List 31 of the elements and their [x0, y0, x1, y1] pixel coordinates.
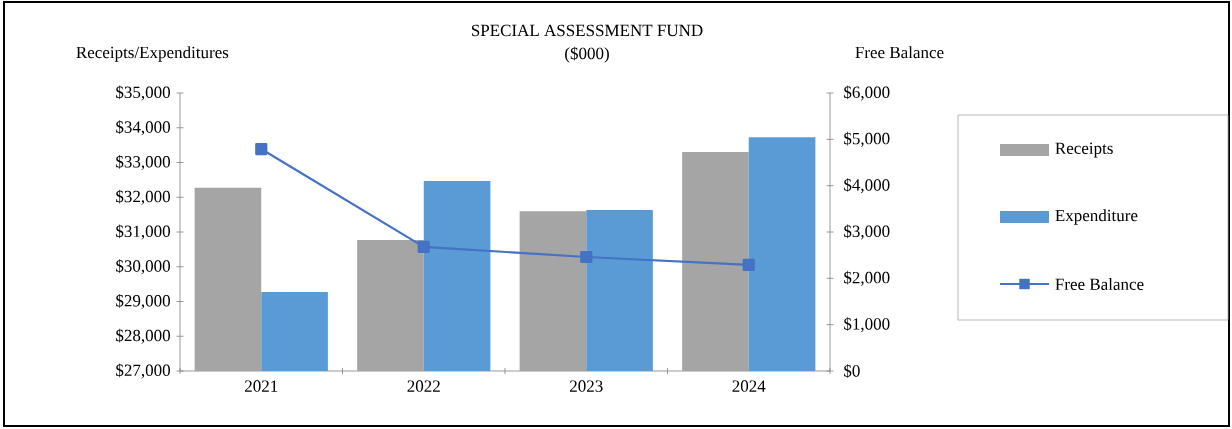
point	[417, 240, 430, 253]
y-tick-label: $33,000	[116, 155, 170, 170]
point	[580, 250, 593, 264]
legend-label: Receipts	[1055, 142, 1113, 158]
y-tick-label: $27,000	[116, 363, 170, 379]
point	[742, 258, 755, 271]
legend-label: Free Balance	[1055, 278, 1144, 290]
x-tick-label: 2022	[407, 380, 440, 392]
y2-tick-label: $4,000	[844, 178, 890, 194]
x-tick-label: 2023	[570, 380, 603, 392]
y2-tick-label: $2,000	[844, 270, 890, 286]
y-tick-label: $29,000	[116, 294, 170, 309]
y-tick-label: $34,000	[116, 120, 170, 136]
y-tick-label: $28,000	[116, 328, 170, 344]
y2-tick-label: $3,000	[844, 224, 890, 240]
y2-axis-title: Free Balance	[855, 46, 944, 59]
chart-title: SPECIAL ASSESSMENT FUND	[471, 24, 703, 37]
y2-tick-label: $5,000	[844, 131, 890, 147]
x-tick-label: 2021	[245, 380, 278, 392]
chart-subtitle: ($000)	[565, 46, 609, 63]
y2-tick-label: $1,000	[844, 317, 890, 333]
y-axis-title: Receipts/Expenditures	[76, 46, 229, 62]
y-tick-label: $35,000	[116, 85, 170, 101]
y-tick-label: $31,000	[116, 224, 170, 240]
point	[255, 142, 268, 156]
y-tick-label: $30,000	[116, 259, 170, 275]
x-tick-label: 2024	[732, 380, 766, 392]
y2-tick-label: $0	[844, 364, 860, 378]
y2-tick-label: $6,000	[844, 85, 890, 101]
y-tick-label: $32,000	[116, 189, 170, 205]
legend-label: Expenditure	[1055, 209, 1138, 225]
